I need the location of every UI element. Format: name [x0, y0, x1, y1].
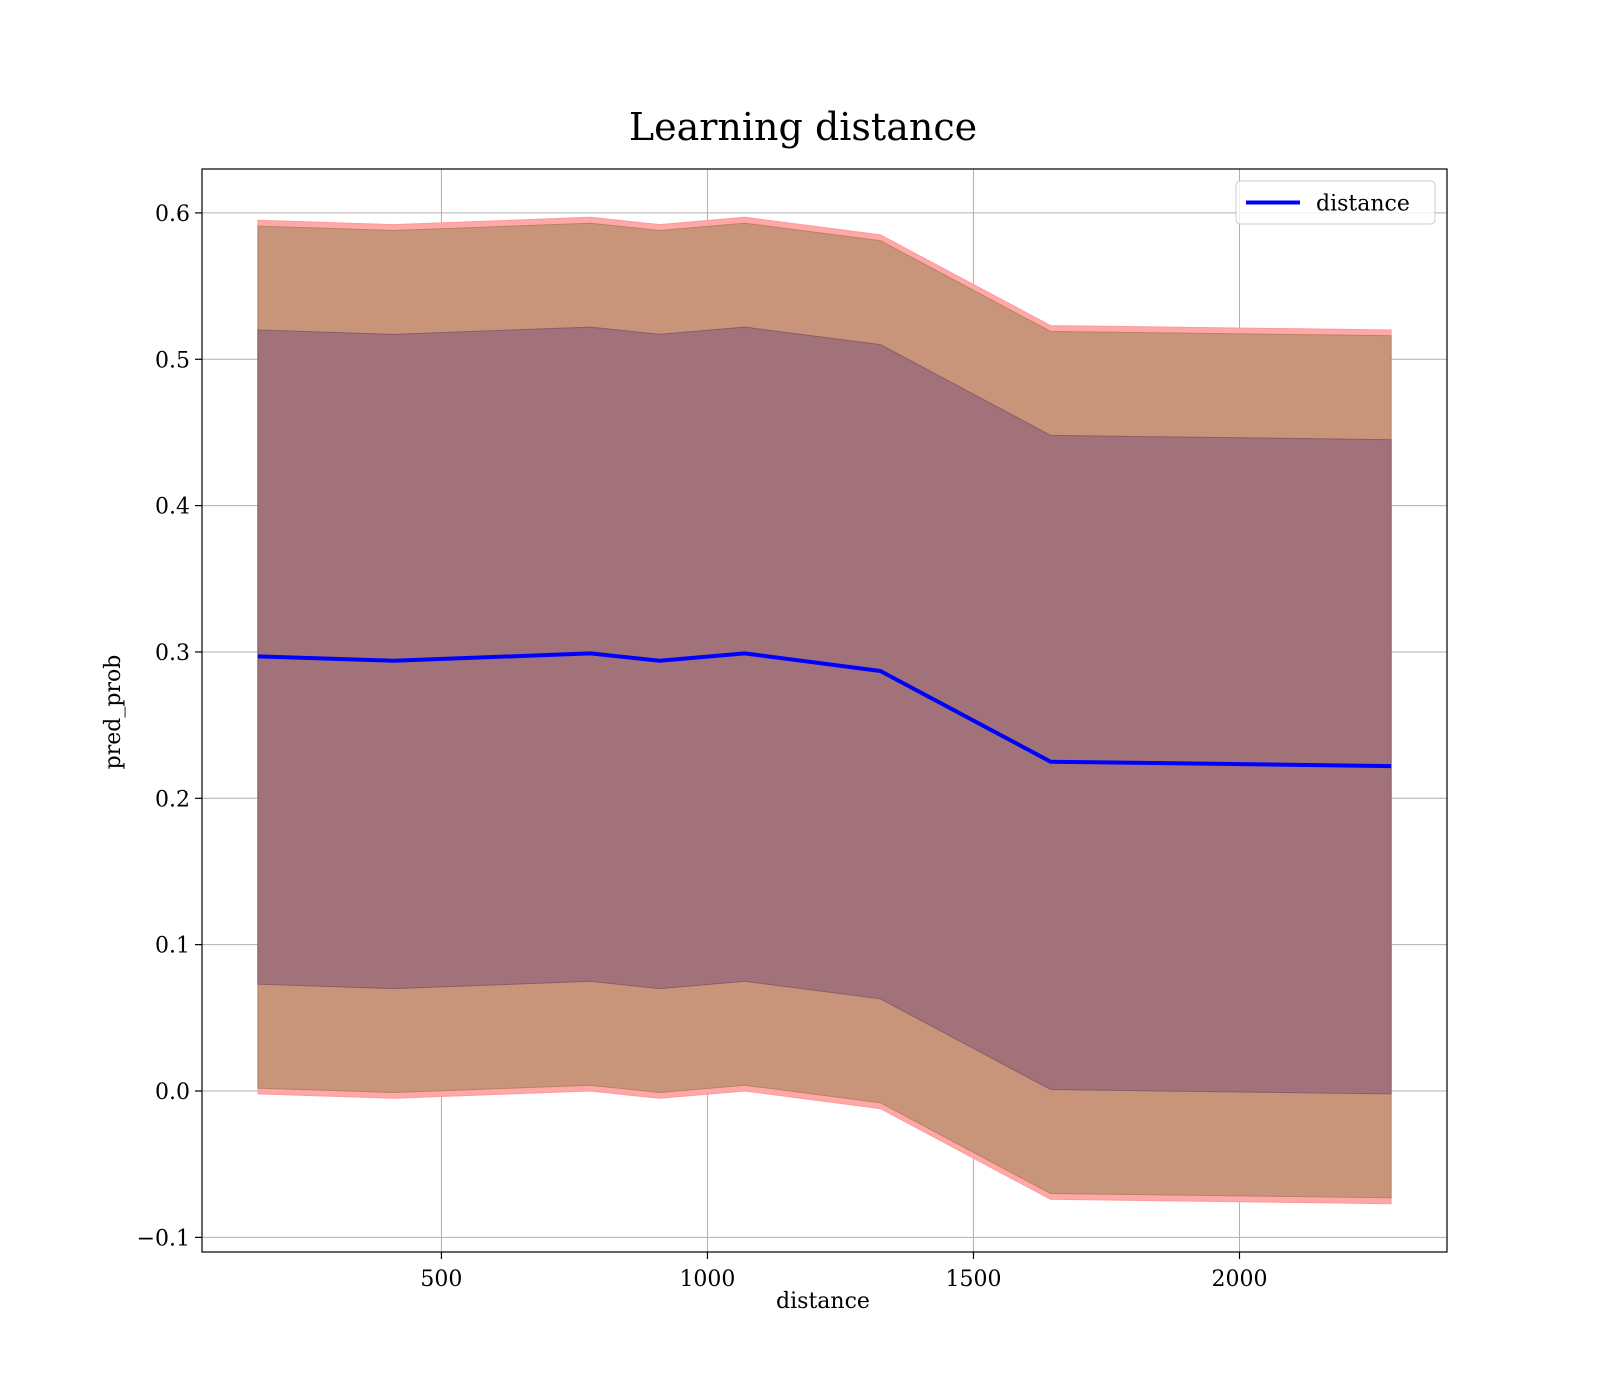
- y-axis-ticks: −0.1 0.0 0.1 0.2 0.3 0.4 0.5 0.6: [137, 202, 202, 1251]
- chart-title: Learning distance: [629, 105, 977, 149]
- legend: distance: [1235, 180, 1436, 225]
- y-tick-label: 0.5: [155, 348, 190, 373]
- band-inner: [257, 326, 1392, 1095]
- y-tick-label: 0.1: [155, 934, 190, 959]
- y-axis-label: pred_prob: [101, 655, 126, 770]
- legend-label: distance: [1316, 192, 1410, 217]
- y-tick-label: 0.6: [155, 202, 190, 227]
- x-tick-label: 500: [420, 1267, 462, 1292]
- legend-box: [1235, 180, 1436, 225]
- y-tick-label: 0.3: [155, 641, 190, 666]
- y-tick-label: 0.2: [155, 787, 190, 812]
- x-tick-label: 2000: [1212, 1267, 1268, 1292]
- x-axis-label: distance: [776, 1289, 870, 1314]
- series-line-distance: [257, 651, 1392, 769]
- y-tick-label: 0.0: [155, 1080, 190, 1105]
- series-lines: [257, 651, 1392, 769]
- y-tick-label: −0.1: [137, 1226, 190, 1251]
- plot-area-frame: [201, 168, 1448, 1253]
- confidence-bands: [257, 216, 1392, 1205]
- x-tick-label: 1000: [679, 1267, 735, 1292]
- x-axis-ticks: 500 1000 1500 2000: [420, 1252, 1268, 1292]
- y-tick-label: 0.4: [155, 495, 190, 520]
- x-tick-label: 1500: [945, 1267, 1001, 1292]
